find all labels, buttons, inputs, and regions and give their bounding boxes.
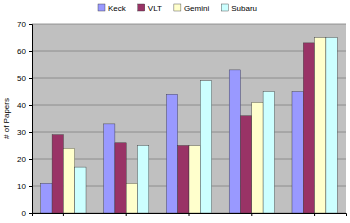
y-tick-mark — [29, 51, 32, 52]
bars — [41, 38, 337, 214]
y-tick-label: 30 — [17, 128, 26, 137]
bar — [52, 135, 63, 213]
bar — [303, 43, 314, 213]
plot: 0 10 20 30 40 50 60 70 — [17, 20, 346, 218]
legend-swatch — [138, 4, 145, 11]
chart: 0 10 20 30 40 50 60 70 # of Papers Keck VLT Gemini S… — [0, 0, 350, 223]
y-tick-mark — [29, 159, 32, 160]
y-axis: 0 10 20 30 40 50 60 70 — [17, 20, 32, 218]
legend: Keck VLT Gemini Subaru — [98, 4, 257, 13]
y-tick-label: 40 — [17, 101, 26, 110]
legend-label: Subaru — [231, 4, 257, 13]
bar — [178, 146, 189, 214]
bar — [326, 38, 337, 214]
x-axis — [33, 213, 347, 216]
y-tick: 30 — [17, 128, 32, 137]
bar — [263, 92, 274, 214]
y-tick-label: 10 — [17, 182, 26, 191]
y-tick-label: 60 — [17, 47, 26, 56]
y-tick-label: 0 — [22, 209, 27, 218]
bar — [252, 102, 263, 213]
x-tick — [126, 213, 127, 216]
x-axis-line — [33, 214, 347, 217]
x-tick-mark — [189, 213, 190, 216]
y-tick-mark — [29, 24, 32, 25]
grid-line — [32, 24, 346, 25]
x-tick-mark — [251, 213, 252, 216]
y-tick-mark — [29, 213, 32, 214]
y-tick-mark — [29, 78, 32, 79]
x-tick — [251, 213, 252, 216]
legend-swatch — [174, 4, 181, 11]
bar — [138, 146, 149, 214]
y-tick-label: 20 — [17, 155, 26, 164]
y-tick: 50 — [17, 74, 32, 83]
x-tick-mark — [126, 213, 127, 216]
bar — [104, 124, 115, 213]
y-axis-title: # of Papers — [2, 98, 11, 139]
y-tick: 10 — [17, 182, 32, 191]
x-tick-mark — [63, 213, 64, 216]
y-tick: 60 — [17, 47, 32, 56]
bar — [115, 143, 126, 213]
bar — [315, 38, 326, 214]
bar — [63, 148, 74, 213]
bar — [166, 94, 177, 213]
grid-line — [32, 51, 346, 52]
bar — [126, 183, 137, 213]
legend-item: Gemini — [174, 4, 210, 13]
legend-item: Keck — [98, 4, 127, 13]
legend-swatch — [98, 4, 105, 11]
x-tick — [63, 213, 64, 216]
bar — [189, 146, 200, 214]
y-tick-label: 70 — [17, 20, 26, 29]
x-tick-mark — [314, 213, 315, 216]
plot-background — [32, 24, 346, 213]
bar — [292, 92, 303, 214]
y-tick-mark — [29, 132, 32, 133]
x-tick — [189, 213, 190, 216]
bar — [75, 167, 86, 213]
legend-item: Subaru — [221, 4, 257, 13]
bar — [229, 70, 240, 213]
y-tick-mark — [29, 186, 32, 187]
legend-item: VLT — [138, 4, 162, 13]
legend-label: VLT — [148, 4, 162, 13]
y-tick: 40 — [17, 101, 32, 110]
grid-line — [32, 78, 346, 79]
grid — [32, 24, 346, 213]
legend-label: Keck — [108, 4, 127, 13]
y-tick-label: 50 — [17, 74, 26, 83]
y-tick: 20 — [17, 155, 32, 164]
y-tick: 70 — [17, 20, 32, 29]
legend-swatch — [221, 4, 228, 11]
bar — [41, 183, 52, 213]
x-tick — [314, 213, 315, 216]
y-tick-mark — [29, 105, 32, 106]
legend-label: Gemini — [184, 4, 210, 13]
y-tick: 0 — [22, 209, 32, 218]
bar — [200, 81, 211, 213]
y-axis-line — [29, 25, 33, 214]
bar — [240, 116, 251, 213]
